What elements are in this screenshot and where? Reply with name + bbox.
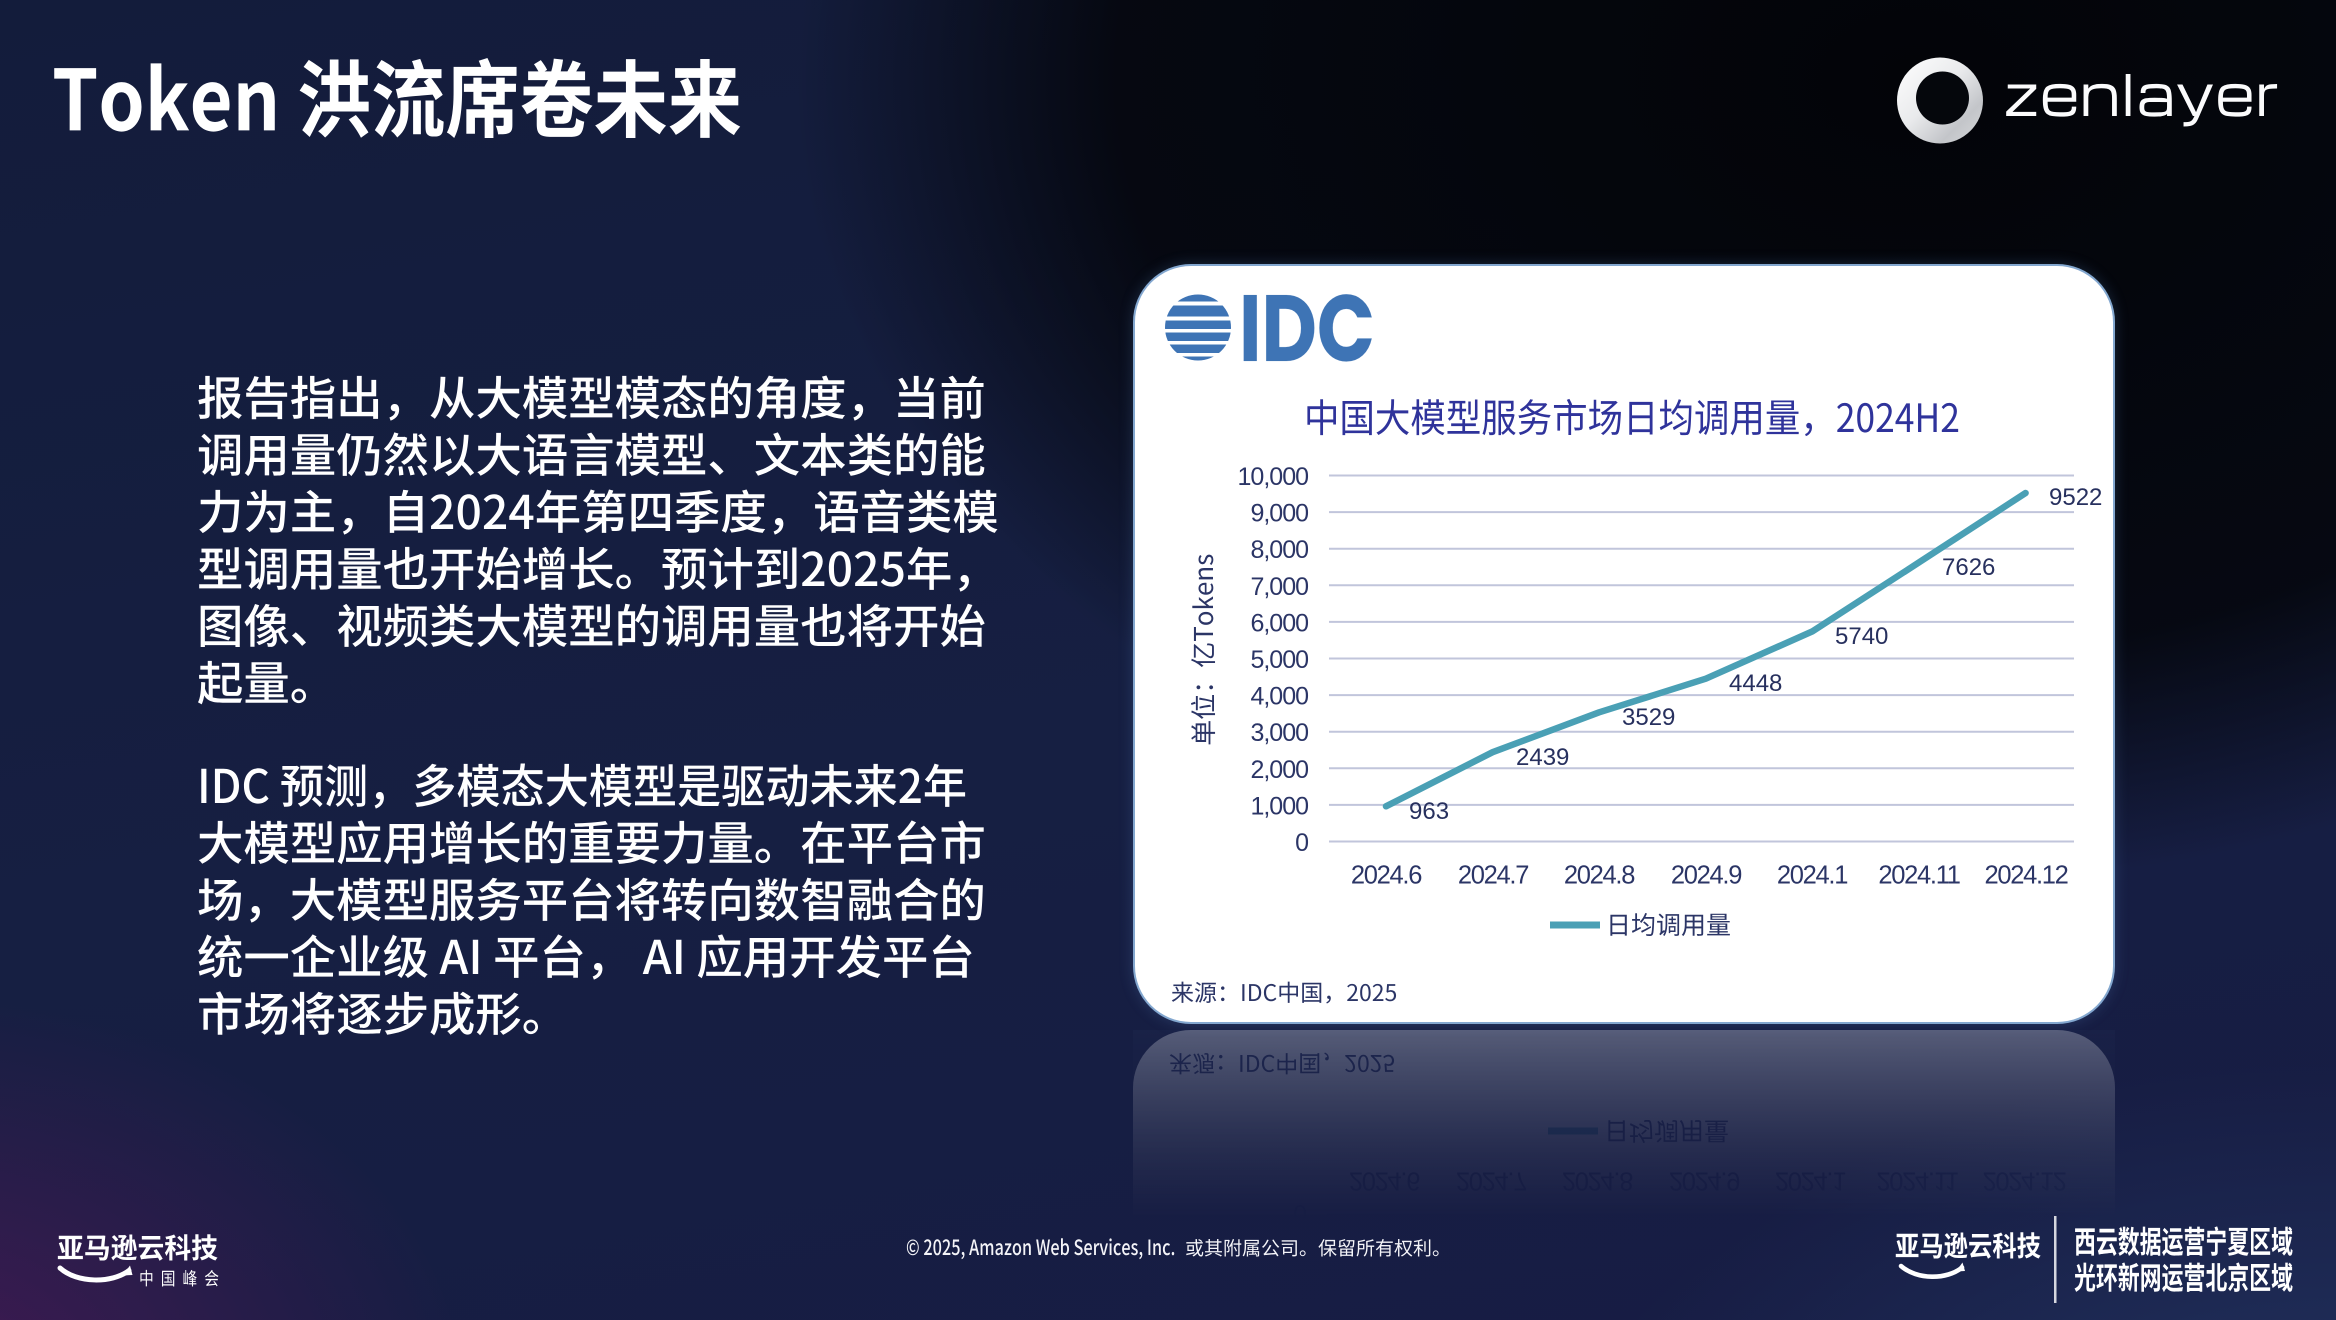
svg-text:2024.9: 2024.9	[1669, 1167, 1739, 1195]
svg-text:2024.8: 2024.8	[1564, 862, 1635, 890]
svg-text:2024.1: 2024.1	[1777, 862, 1847, 890]
svg-text:2024.9: 2024.9	[1671, 862, 1741, 890]
svg-text:2024.8: 2024.8	[1562, 1167, 1633, 1195]
svg-text:3,000: 3,000	[1250, 719, 1308, 747]
svg-text:2024.11: 2024.11	[1876, 1167, 1957, 1195]
svg-text:2,000: 2,000	[1250, 756, 1308, 784]
svg-text:2024.11: 2024.11	[1878, 862, 1959, 890]
svg-text:2024.12: 2024.12	[1984, 862, 2067, 890]
svg-text:2024.6: 2024.6	[1349, 1167, 1420, 1195]
svg-text:4,000: 4,000	[1250, 683, 1308, 711]
svg-text:0: 0	[1293, 1199, 1306, 1227]
svg-text:963: 963	[1409, 798, 1449, 825]
svg-text:10,000: 10,000	[1238, 463, 1309, 491]
svg-text:2024.1: 2024.1	[1775, 1167, 1845, 1195]
svg-text:5,000: 5,000	[1250, 646, 1308, 674]
svg-text:2024.7: 2024.7	[1456, 1167, 1526, 1195]
svg-text:7,000: 7,000	[1250, 573, 1308, 601]
svg-text:1,000: 1,000	[1250, 792, 1308, 820]
svg-text:2439: 2439	[1516, 744, 1569, 771]
svg-text:6,000: 6,000	[1250, 609, 1308, 637]
svg-text:9,000: 9,000	[1250, 500, 1308, 528]
svg-text:3529: 3529	[1622, 704, 1675, 731]
svg-text:2024.7: 2024.7	[1458, 862, 1528, 890]
svg-text:0: 0	[1295, 829, 1308, 857]
svg-text:4448: 4448	[1729, 670, 1782, 697]
svg-text:963: 963	[1407, 1231, 1447, 1256]
svg-text:5740: 5740	[1835, 623, 1888, 650]
svg-text:8,000: 8,000	[1250, 536, 1308, 564]
svg-text:7626: 7626	[1942, 554, 1995, 581]
svg-text:2024.12: 2024.12	[1982, 1167, 2065, 1195]
svg-text:9522: 9522	[2049, 484, 2102, 511]
svg-text:2024.6: 2024.6	[1351, 862, 1422, 890]
